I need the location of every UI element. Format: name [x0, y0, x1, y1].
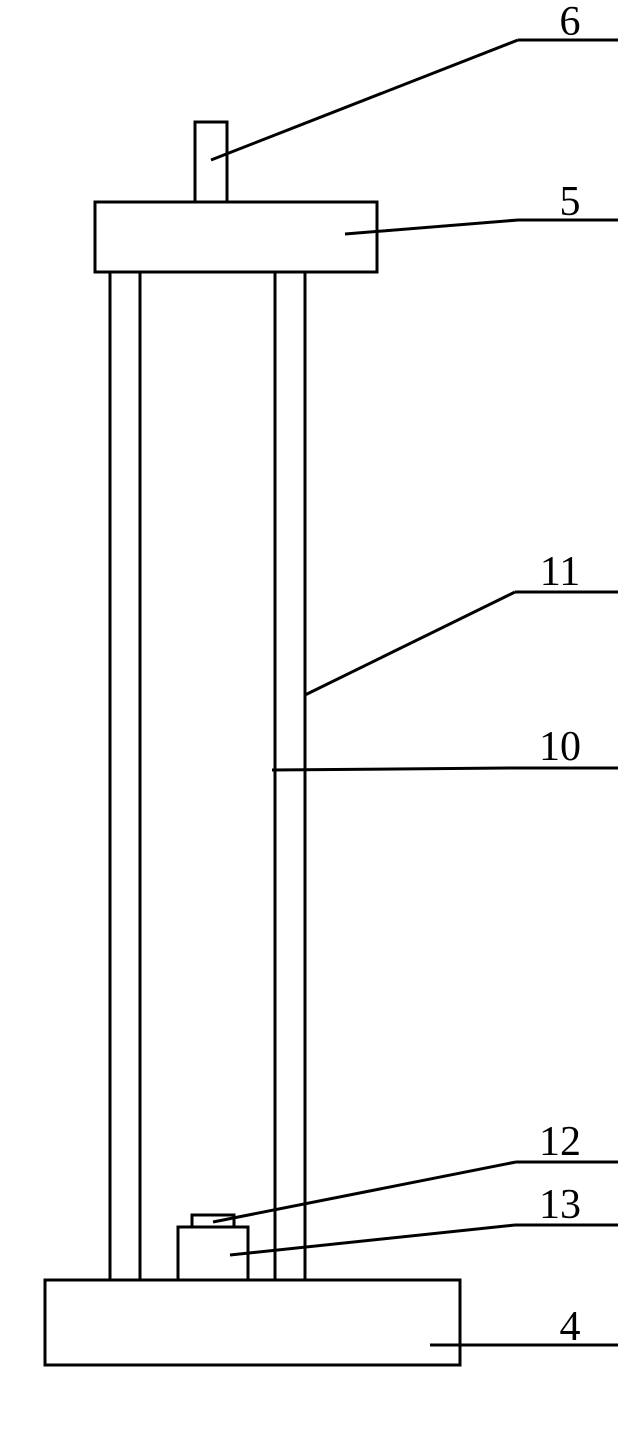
leader-6 [211, 40, 518, 160]
technical-diagram: 6 5 11 10 12 13 4 [0, 0, 638, 1441]
leader-12 [213, 1162, 516, 1222]
callout-label-6: 6 [560, 0, 581, 45]
callout-label-12: 12 [539, 1119, 581, 1165]
callout-label-11: 11 [540, 549, 580, 595]
leader-11 [305, 592, 515, 695]
base-block [45, 1280, 460, 1365]
leader-13 [230, 1225, 515, 1255]
leader-10 [272, 768, 515, 770]
callout-label-13: 13 [539, 1182, 581, 1228]
callout-label-10: 10 [539, 724, 581, 770]
top-block [95, 202, 377, 272]
top-stub [195, 122, 227, 202]
callout-label-4: 4 [560, 1304, 581, 1350]
callout-label-5: 5 [560, 179, 581, 225]
